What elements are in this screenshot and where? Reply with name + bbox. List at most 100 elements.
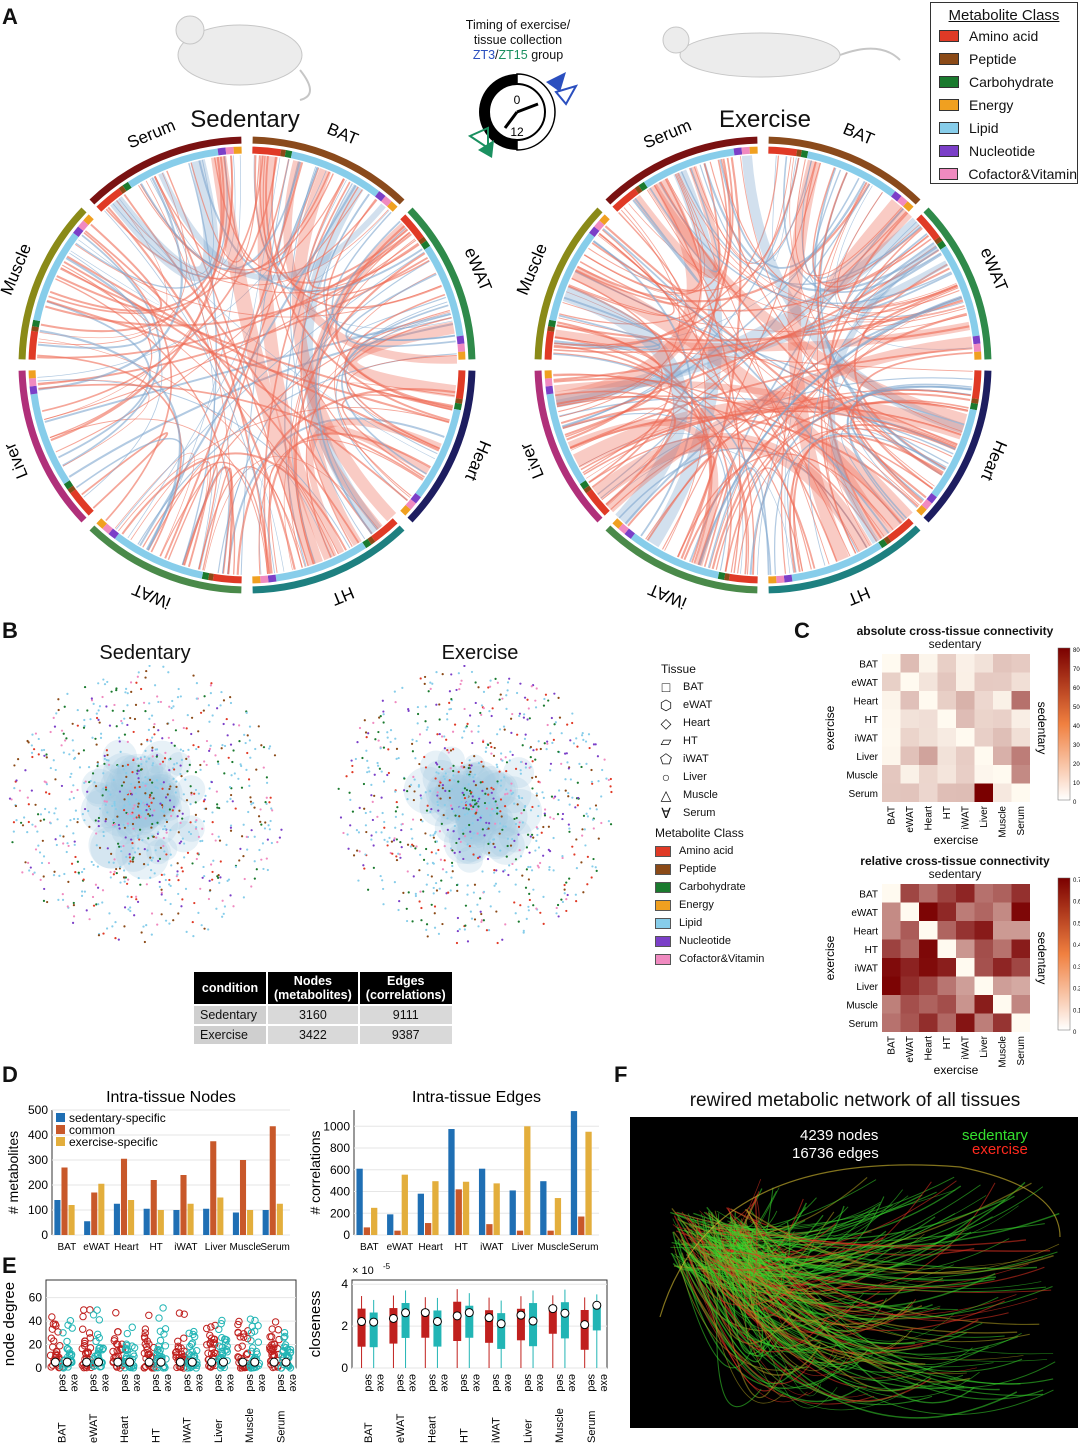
network-node — [102, 834, 105, 838]
heatmap-cell — [974, 672, 993, 691]
network-node — [595, 869, 598, 872]
degree-point — [63, 1337, 71, 1346]
heatmap-scale-tick: 400 — [1073, 724, 1080, 730]
network-node — [514, 912, 517, 915]
network-node — [466, 893, 469, 896]
heatmap-cell — [900, 995, 919, 1014]
panel-label-f: F — [614, 1062, 628, 1087]
network-node — [199, 763, 202, 767]
network-node — [485, 746, 488, 749]
group-label: sed — [426, 1374, 438, 1392]
chord — [123, 193, 373, 535]
network-node — [217, 762, 220, 766]
network-node — [195, 819, 198, 822]
network-node — [52, 716, 55, 719]
network-node — [205, 739, 209, 743]
network-node — [495, 810, 498, 813]
class-arc — [891, 191, 902, 202]
network-node — [411, 750, 414, 753]
network-node — [537, 804, 540, 808]
network-node — [464, 792, 467, 795]
network-node — [180, 866, 183, 869]
network-node — [142, 863, 146, 866]
network-node — [382, 887, 385, 891]
chord — [553, 284, 958, 353]
network-node — [568, 830, 571, 833]
chord — [593, 240, 693, 537]
network-node — [482, 890, 486, 893]
network-node — [128, 853, 131, 856]
degree-point — [281, 1332, 289, 1341]
network-node — [476, 832, 479, 835]
bar — [394, 1230, 401, 1235]
network-node — [124, 691, 127, 694]
degree-point — [140, 1349, 149, 1358]
bar — [478, 1168, 486, 1235]
tissue-label: BAT — [840, 119, 877, 149]
bar — [276, 1203, 283, 1235]
network-node — [488, 801, 491, 805]
network-cluster — [456, 846, 484, 873]
network-node — [556, 903, 560, 907]
network-node — [229, 829, 233, 832]
network-node — [168, 808, 171, 811]
network-node — [112, 778, 115, 781]
network-node — [193, 792, 196, 795]
heatmap-cell — [937, 995, 956, 1014]
network-node — [167, 736, 170, 739]
network-node — [558, 789, 561, 792]
network-node — [62, 732, 65, 735]
network-node — [107, 763, 111, 766]
network-node — [113, 870, 116, 873]
chord — [555, 217, 922, 408]
network-node — [141, 839, 144, 842]
network-node — [444, 772, 447, 775]
network-node — [31, 755, 34, 759]
degree-point — [59, 1364, 68, 1372]
network-node — [432, 892, 435, 895]
group-label: sed — [554, 1374, 566, 1392]
network-node — [142, 802, 146, 805]
class-legend-title: Metabolite Class — [655, 826, 744, 840]
network-node — [95, 903, 98, 906]
tissue-legend-label: BAT — [683, 681, 704, 693]
heatmap-cell — [974, 765, 993, 784]
degree-point — [190, 1327, 198, 1336]
network-edge — [714, 1210, 786, 1397]
network-node — [126, 704, 129, 707]
network-cluster — [496, 789, 543, 835]
network-node — [454, 814, 457, 817]
network-node — [478, 855, 481, 858]
network-node — [481, 828, 484, 831]
degree-point — [268, 1325, 276, 1333]
network-node — [171, 699, 174, 703]
network-node — [367, 888, 370, 891]
heatmap-cell — [993, 1013, 1012, 1032]
network-node — [122, 781, 125, 784]
x-tick-label: eWAT — [88, 1413, 100, 1443]
network-node — [470, 670, 474, 674]
network-node — [45, 756, 48, 759]
legend-swatch — [939, 167, 959, 180]
network-node — [149, 740, 153, 743]
network-node — [590, 876, 593, 879]
network-node — [167, 671, 170, 674]
class-arc — [916, 214, 940, 241]
network-node — [348, 791, 351, 794]
network-node — [46, 900, 49, 904]
network-node — [83, 724, 86, 728]
network-node — [584, 844, 587, 847]
legend-swatch — [939, 98, 959, 111]
network-node — [499, 784, 502, 787]
class-arc — [96, 188, 123, 212]
network-node — [156, 821, 159, 824]
degree-point — [254, 1322, 262, 1330]
degree-point — [251, 1327, 259, 1335]
network-node — [139, 883, 142, 886]
network-node — [169, 828, 172, 832]
network-node — [542, 895, 545, 898]
network-node — [463, 730, 466, 733]
legend-label: Amino acid — [969, 27, 1039, 44]
timing-caption: Timing of exercise/ tissue collection ZT… — [440, 18, 596, 63]
